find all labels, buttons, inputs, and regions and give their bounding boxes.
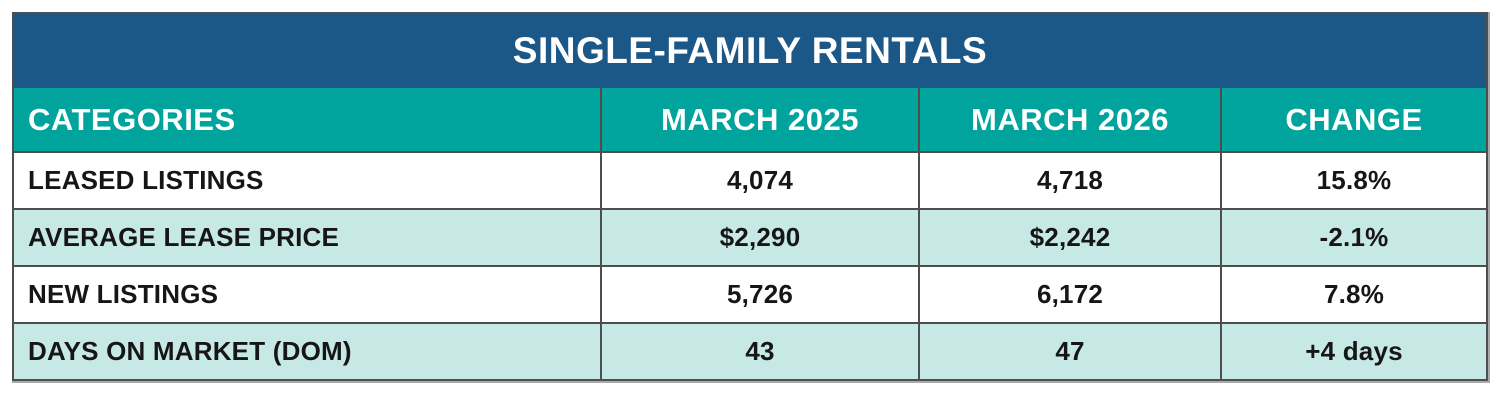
cell-march-2026-value: 47 (918, 324, 1220, 379)
row-category-label: NEW LISTINGS (28, 279, 219, 309)
cell-change-value: -2.1% (1220, 210, 1486, 265)
table-row-new-listings: NEW LISTINGS 5,726 6,172 7.8% (14, 265, 1486, 322)
column-header-categories: CATEGORIES (28, 101, 236, 137)
cell-march-2025-value: 4,074 (600, 153, 918, 208)
cell-change-value: +4 days (1220, 324, 1486, 379)
cell-march-2025-value: 43 (600, 324, 918, 379)
table-row-leased-listings: LEASED LISTINGS 4,074 4,718 15.8% (14, 151, 1486, 208)
cell-march-2026-value: 4,718 (918, 153, 1220, 208)
cell-march-2026-value: $2,242 (918, 210, 1220, 265)
cell-march-2025-value: $2,290 (600, 210, 918, 265)
cell-change-value: 7.8% (1220, 267, 1486, 322)
table-row-days-on-market: DAYS ON MARKET (DOM) 43 47 +4 days (14, 322, 1486, 379)
cell-change-value: 15.8% (1220, 153, 1486, 208)
table-title-bar: SINGLE-FAMILY RENTALS (14, 14, 1486, 88)
column-header-change: CHANGE (1220, 88, 1486, 151)
row-category-label: DAYS ON MARKET (DOM) (28, 336, 352, 366)
cell-march-2025-value: 5,726 (600, 267, 918, 322)
column-header-march-2026: MARCH 2026 (918, 88, 1220, 151)
column-header-march-2025: MARCH 2025 (600, 88, 918, 151)
cell-march-2026-value: 6,172 (918, 267, 1220, 322)
table-title: SINGLE-FAMILY RENTALS (512, 30, 988, 71)
row-category-label: AVERAGE LEASE PRICE (28, 222, 340, 252)
table-header-row: CATEGORIES MARCH 2025 MARCH 2026 CHANGE (14, 88, 1486, 151)
row-category-label: LEASED LISTINGS (28, 165, 264, 195)
table-row-average-lease-price: AVERAGE LEASE PRICE $2,290 $2,242 -2.1% (14, 208, 1486, 265)
single-family-rentals-table: SINGLE-FAMILY RENTALS CATEGORIES MARCH 2… (12, 12, 1488, 381)
